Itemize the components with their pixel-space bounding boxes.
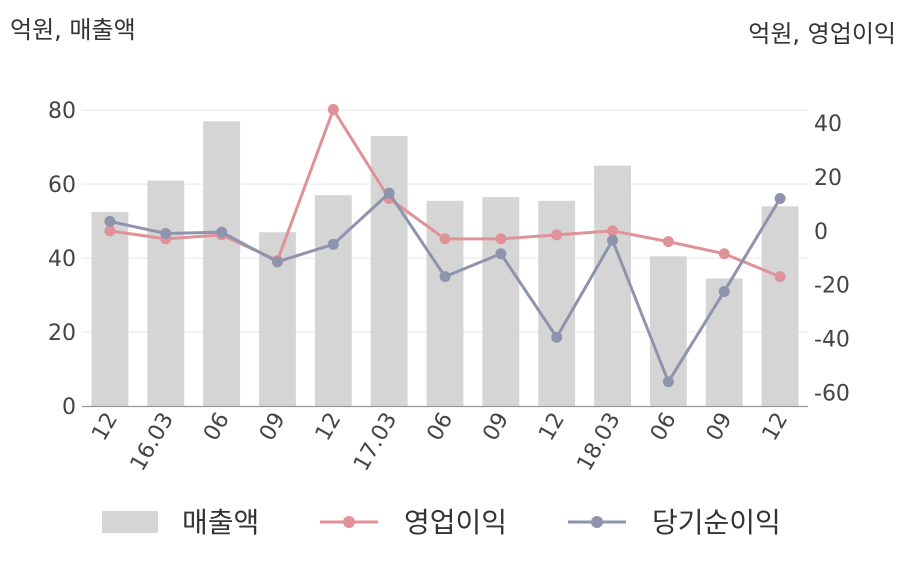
point-net-income — [718, 285, 730, 297]
right-axis-unit-label: 억원, 영업이익 — [748, 20, 896, 48]
bar-revenue — [594, 165, 631, 406]
point-operating-profit — [439, 233, 451, 245]
legend-label-net-income: 당기순이익 — [652, 506, 781, 539]
bar-revenue — [91, 211, 129, 406]
point-net-income — [662, 376, 674, 388]
left-tick-label: 0 — [62, 395, 76, 420]
bar-revenue — [314, 195, 352, 406]
point-operating-profit — [718, 248, 730, 260]
left-y-axis: 0 20 40 60 80 — [48, 99, 76, 420]
x-tick-label: 17.03 — [349, 409, 402, 476]
bar-revenue — [147, 180, 185, 406]
legend-swatch-revenue — [102, 511, 158, 533]
left-tick-label: 80 — [48, 99, 76, 124]
right-tick-label: 0 — [814, 220, 828, 245]
x-tick-label: 12 — [311, 409, 347, 446]
point-operating-profit — [662, 236, 674, 248]
bar-revenue — [426, 200, 464, 406]
point-operating-profit — [607, 225, 619, 237]
legend-label-operating-profit: 영업이익 — [404, 506, 507, 539]
bar-revenue — [482, 197, 520, 406]
point-net-income — [104, 215, 116, 227]
point-operating-profit — [551, 229, 563, 241]
right-y-axis: -60 -40 -20 0 20 40 — [814, 112, 850, 406]
x-axis: 12 16.03 06 09 12 17.03 06 09 12 18.03 06 09 12 — [87, 409, 793, 476]
profit-lines — [104, 104, 786, 388]
bar-revenue — [705, 278, 743, 406]
point-net-income — [271, 256, 283, 268]
left-tick-label: 60 — [48, 173, 76, 198]
legend-marker-net-income — [591, 516, 603, 528]
bar-revenue — [203, 121, 241, 407]
legend-marker-operating-profit — [343, 516, 355, 528]
left-tick-label: 20 — [48, 321, 76, 346]
point-net-income — [160, 228, 172, 240]
x-tick-label: 06 — [199, 409, 235, 446]
x-tick-label: 09 — [478, 409, 514, 446]
right-tick-label: -40 — [814, 328, 850, 353]
point-net-income — [495, 248, 507, 260]
point-net-income — [607, 234, 619, 246]
x-tick-label: 12 — [758, 409, 794, 446]
right-tick-label: 40 — [814, 112, 842, 137]
point-net-income — [216, 226, 228, 238]
left-axis-unit-label: 억원, 매출액 — [10, 16, 136, 44]
x-tick-label: 06 — [423, 409, 459, 446]
x-tick-label: 12 — [534, 409, 570, 446]
x-tick-label: 12 — [87, 409, 123, 446]
x-tick-label: 06 — [646, 409, 682, 446]
revenue-bars — [91, 121, 799, 407]
point-operating-profit — [104, 225, 116, 237]
x-tick-label: 09 — [702, 409, 738, 446]
left-tick-label: 40 — [48, 247, 76, 272]
legend: 매출액 영업이익 당기순이익 — [102, 506, 781, 539]
right-tick-label: 20 — [814, 166, 842, 191]
x-tick-label: 18.03 — [573, 409, 626, 476]
point-operating-profit — [774, 271, 786, 283]
point-operating-profit — [495, 233, 507, 245]
right-tick-label: -60 — [814, 382, 850, 407]
point-net-income — [439, 271, 451, 283]
legend-label-revenue: 매출액 — [182, 506, 259, 539]
x-tick-label: 09 — [255, 409, 291, 446]
right-tick-label: -20 — [814, 274, 850, 299]
point-net-income — [383, 187, 395, 199]
point-net-income — [774, 192, 786, 204]
point-net-income — [551, 331, 563, 343]
point-net-income — [327, 238, 339, 250]
point-operating-profit — [327, 104, 339, 116]
x-tick-label: 16.03 — [126, 409, 179, 476]
bar-revenue — [761, 206, 799, 406]
